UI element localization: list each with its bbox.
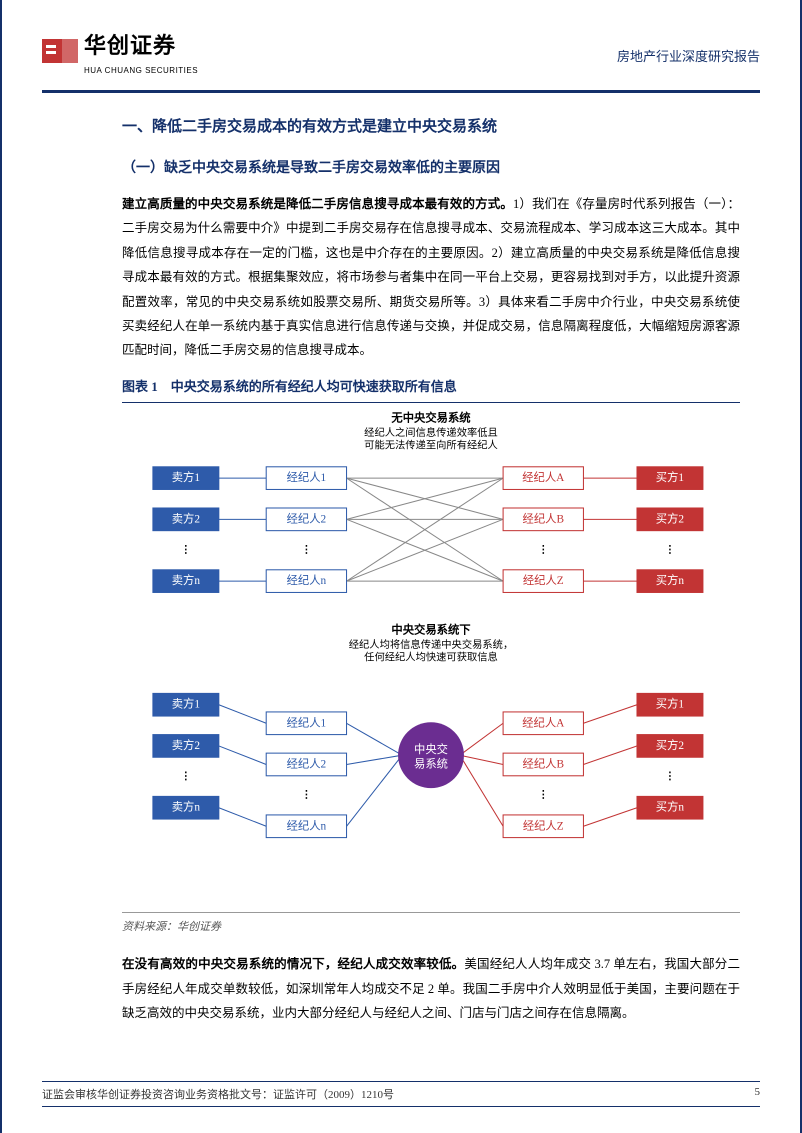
figure-title: 图表 1 中央交易系统的所有经纪人均可快速获取所有信息: [122, 375, 740, 404]
paragraph-2: 在没有高效的中央交易系统的情况下，经纪人成交效率较低。美国经纪人人均年成交 3.…: [122, 952, 740, 1025]
svg-text:经纪人2: 经纪人2: [287, 513, 327, 526]
svg-text:卖方n: 卖方n: [172, 800, 201, 814]
svg-text:卖方1: 卖方1: [172, 697, 200, 711]
svg-text:买方1: 买方1: [656, 471, 684, 485]
svg-text:中央交: 中央交: [414, 742, 448, 756]
section-h1: 一、降低二手房交易成本的有效方式是建立中央交易系统: [122, 113, 740, 142]
svg-text:经纪人1: 经纪人1: [287, 717, 327, 730]
logo: 华创证券 HUA CHUANG SECURITIES: [42, 28, 198, 78]
svg-text:经纪人之间信息传递效率低且: 经纪人之间信息传递效率低且: [364, 426, 498, 439]
svg-text:⁝: ⁝: [184, 543, 189, 559]
svg-text:买方n: 买方n: [656, 574, 685, 588]
svg-text:⁝: ⁝: [668, 543, 673, 559]
svg-text:无中央交易系统: 无中央交易系统: [390, 411, 471, 425]
svg-text:经纪人Z: 经纪人Z: [523, 575, 564, 588]
svg-text:⁝: ⁝: [304, 543, 309, 559]
p1-bold: 建立高质量的中央交易系统是降低二手房信息搜寻成本最有效的方式。: [122, 197, 513, 211]
svg-text:⁝: ⁝: [541, 543, 546, 559]
svg-text:经纪人2: 经纪人2: [287, 758, 327, 771]
svg-text:经纪人A: 经纪人A: [522, 717, 565, 730]
svg-text:卖方2: 卖方2: [172, 512, 201, 526]
footer-left: 证监会审核华创证券投资咨询业务资格批文号：证监许可（2009）1210号: [42, 1086, 394, 1102]
svg-text:买方2: 买方2: [656, 512, 685, 526]
diagram: 无中央交易系统经纪人之间信息传递效率低且可能无法传递至向所有经纪人卖方1 经纪人1…: [122, 405, 740, 899]
svg-text:可能无法传递至向所有经纪人: 可能无法传递至向所有经纪人: [364, 439, 498, 452]
svg-text:卖方n: 卖方n: [172, 574, 201, 588]
svg-text:买方1: 买方1: [656, 697, 684, 711]
svg-text:经纪人B: 经纪人B: [523, 513, 564, 526]
footer: 证监会审核华创证券投资咨询业务资格批文号：证监许可（2009）1210号 5: [42, 1081, 760, 1107]
p2-bold: 在没有高效的中央交易系统的情况下，经纪人成交效率较低。: [122, 957, 464, 971]
svg-text:经纪人均将信息传递中央交易系统，: 经纪人均将信息传递中央交易系统，: [349, 638, 514, 651]
logo-mark-icon: [42, 33, 78, 74]
page-number: 5: [755, 1086, 761, 1102]
svg-text:⁝: ⁝: [184, 769, 189, 785]
paragraph-1: 建立高质量的中央交易系统是降低二手房信息搜寻成本最有效的方式。1）我们在《存量房…: [122, 192, 740, 363]
svg-text:任何经纪人均快速可获取信息: 任何经纪人均快速可获取信息: [364, 651, 498, 664]
figure-source: 资料来源：华创证券: [122, 917, 740, 938]
svg-text:经纪人Z: 经纪人Z: [523, 820, 564, 833]
svg-text:⁝: ⁝: [668, 769, 673, 785]
svg-text:⁝: ⁝: [304, 788, 309, 804]
svg-text:买方n: 买方n: [656, 800, 685, 814]
svg-text:经纪人n: 经纪人n: [287, 820, 327, 833]
logo-cn: 华创证券: [84, 33, 176, 58]
header-report-type: 房地产行业深度研究报告: [617, 28, 760, 65]
figure-wrap: 无中央交易系统经纪人之间信息传递效率低且可能无法传递至向所有经纪人卖方1 经纪人1…: [122, 405, 740, 913]
svg-text:卖方2: 卖方2: [172, 738, 201, 752]
p1-rest: 1）我们在《存量房时代系列报告（一）：二手房交易为什么需要中介》中提到二手房交易…: [122, 197, 740, 357]
section-h2: （一）缺乏中央交易系统是导致二手房交易效率低的主要原因: [122, 156, 740, 183]
svg-text:经纪人1: 经纪人1: [287, 472, 327, 485]
svg-text:中央交易系统下: 中央交易系统下: [391, 623, 470, 637]
svg-text:经纪人A: 经纪人A: [522, 472, 565, 485]
svg-text:易系统: 易系统: [414, 758, 448, 771]
svg-text:⁝: ⁝: [541, 788, 546, 804]
svg-text:经纪人n: 经纪人n: [287, 575, 327, 588]
svg-text:买方2: 买方2: [656, 738, 685, 752]
svg-text:经纪人B: 经纪人B: [523, 758, 564, 771]
logo-en: HUA CHUANG SECURITIES: [84, 66, 198, 75]
logo-text: 华创证券 HUA CHUANG SECURITIES: [84, 28, 198, 78]
svg-text:卖方1: 卖方1: [172, 471, 200, 485]
